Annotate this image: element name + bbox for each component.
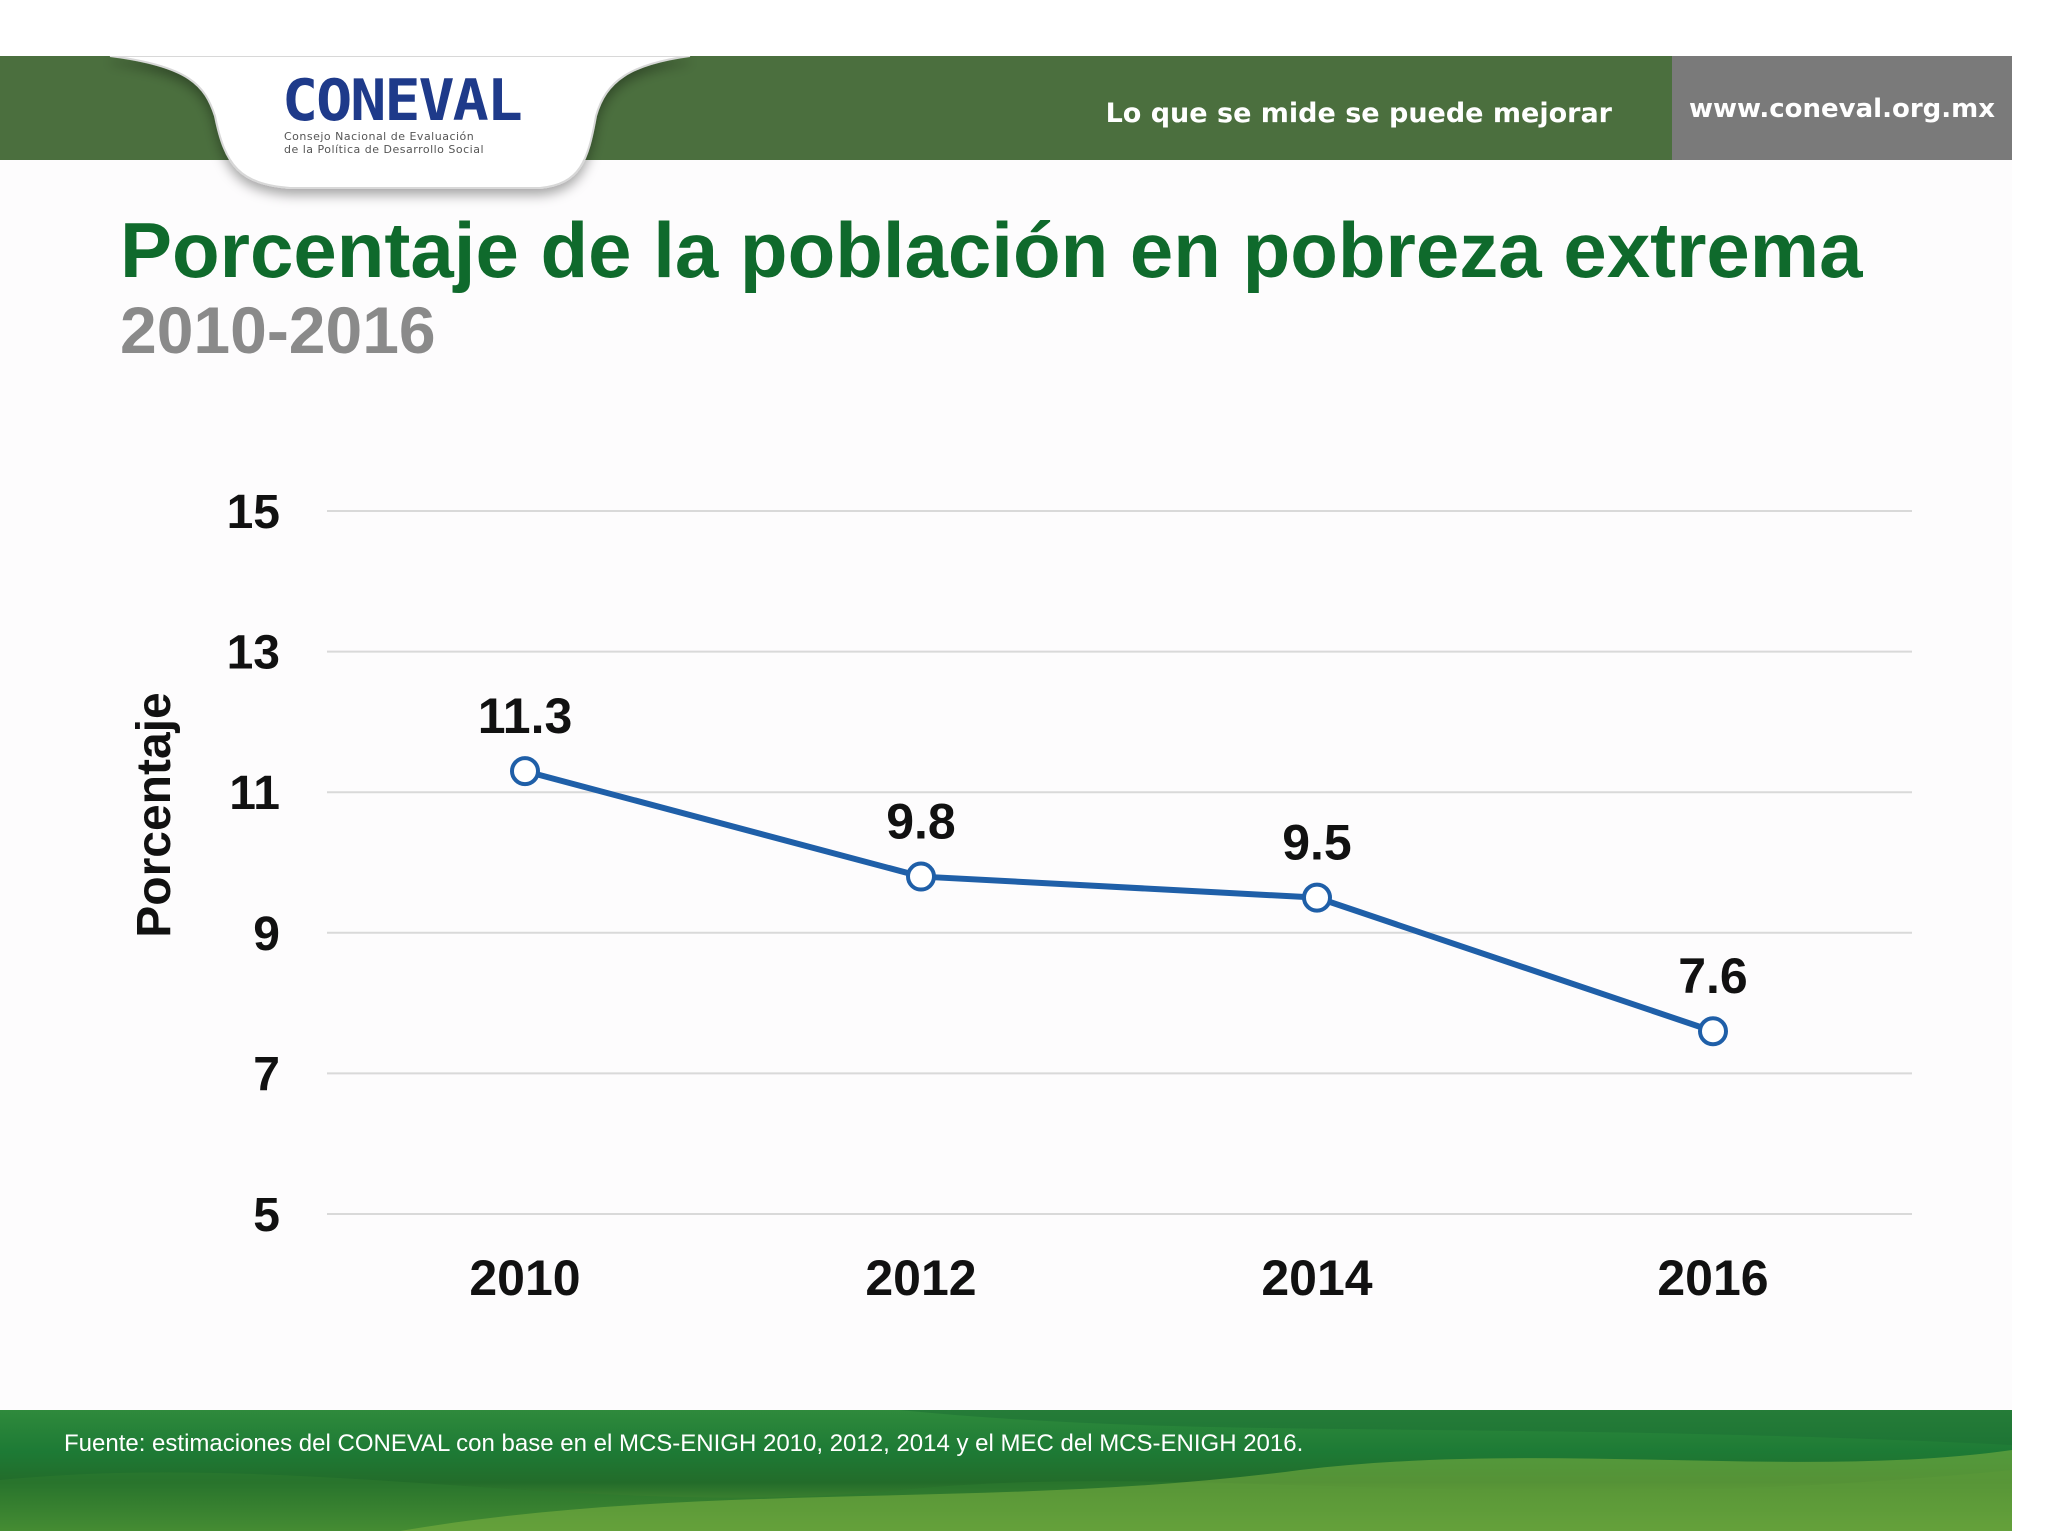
series-line (524, 768, 1714, 1035)
x-tick-label: 2012 (865, 1250, 976, 1306)
tagline: Lo que se mide se puede mejorar (1105, 98, 1612, 129)
y-tick-label: 5 (253, 1189, 280, 1242)
data-label: 7.6 (1678, 948, 1748, 1004)
data-point (510, 756, 540, 787)
header-website-panel (1672, 56, 2012, 160)
logo-subtitle: Consejo Nacional de Evaluación de la Pol… (284, 130, 485, 156)
y-axis-label: Porcentaje (128, 692, 181, 937)
y-tick-label: 7 (253, 1048, 280, 1101)
y-tick-label: 13 (227, 627, 280, 680)
data-point (906, 861, 936, 892)
chart-title: Porcentaje de la población en pobreza ex… (120, 206, 1863, 294)
website-url[interactable]: www.coneval.org.mx (1688, 94, 1995, 124)
data-point (1302, 882, 1332, 913)
source-note: Fuente: estimaciones del CONEVAL con bas… (64, 1430, 1304, 1457)
y-tick-label: 9 (253, 908, 280, 961)
logo-tab (109, 56, 691, 189)
y-tick-label: 15 (227, 486, 280, 539)
chart-subtitle: 2010-2016 (120, 293, 436, 367)
footer-banner: Fuente: estimaciones del CONEVAL con bas… (0, 1410, 2012, 1531)
slide: CONEVAL Consejo Nacional de Evaluación d… (0, 56, 2012, 1531)
y-tick-label: 11 (229, 767, 280, 820)
data-label: 9.8 (886, 794, 956, 850)
coneval-logo: CONEVAL (282, 67, 523, 135)
data-point (1698, 1016, 1728, 1047)
line-chart: 15 13 11 9 7 5 2010 2012 2014 2016 11.3 9.8 9.5 7.6… (128, 486, 1912, 1306)
x-tick-label: 2016 (1657, 1250, 1768, 1306)
data-label: 11.3 (478, 688, 573, 744)
x-tick-label: 2010 (469, 1250, 580, 1306)
x-tick-label: 2014 (1261, 1250, 1372, 1306)
data-label: 9.5 (1282, 815, 1352, 871)
footer-waves (0, 1410, 2012, 1531)
